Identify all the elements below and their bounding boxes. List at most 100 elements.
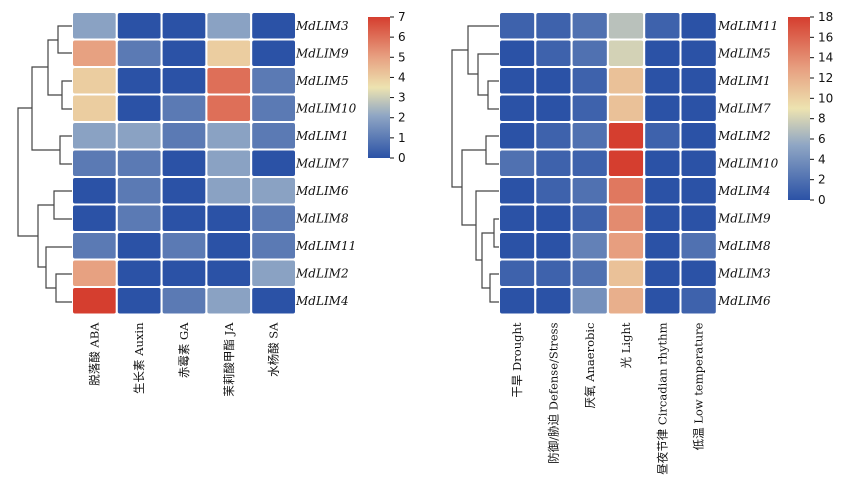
heatmap-cell bbox=[205, 258, 253, 288]
heatmap-cell bbox=[679, 66, 718, 96]
heatmap-cell bbox=[643, 231, 682, 261]
heatmap-cell bbox=[205, 203, 253, 233]
row-label: MdLIM2 bbox=[717, 129, 771, 143]
column-label: 厌氧 Anaerobic bbox=[583, 323, 597, 409]
heatmap-cell bbox=[71, 286, 118, 316]
row-label: MdLIM11 bbox=[717, 19, 778, 33]
heatmap-cell bbox=[606, 11, 646, 41]
heatmap-cell bbox=[679, 231, 718, 261]
heatmap-cell bbox=[679, 148, 718, 178]
heatmap-cell bbox=[498, 286, 537, 316]
row-label: MdLIM5 bbox=[717, 46, 771, 60]
heatmap-cell bbox=[71, 176, 118, 206]
heatmap-cell bbox=[205, 176, 253, 206]
heatmap-cell bbox=[71, 38, 118, 68]
heatmap-cell bbox=[534, 203, 573, 233]
colorbar-tick-label: 4 bbox=[818, 152, 826, 166]
colorbar-tick-label: 2 bbox=[818, 173, 826, 187]
heatmap-cell bbox=[115, 176, 163, 206]
column-label: 生长素 Auxin bbox=[132, 322, 146, 394]
row-label: MdLIM6 bbox=[295, 184, 349, 198]
heatmap-cell bbox=[606, 121, 646, 151]
heatmap-cell bbox=[534, 231, 573, 261]
heatmap-cell bbox=[250, 176, 297, 206]
heatmap-cell bbox=[606, 203, 646, 233]
heatmap-cell bbox=[534, 258, 573, 288]
column-label: 茉莉酸甲酯 JA bbox=[222, 322, 236, 397]
row-label: MdLIM10 bbox=[717, 156, 779, 170]
heatmap-cell bbox=[606, 286, 646, 316]
heatmap-cell bbox=[643, 38, 682, 68]
row-label: MdLIM1 bbox=[717, 74, 771, 88]
heatmap-cell bbox=[534, 121, 573, 151]
colorbar-tick-label: 2 bbox=[398, 111, 406, 125]
row-label: MdLIM4 bbox=[717, 184, 771, 198]
heatmap-cell bbox=[679, 38, 718, 68]
colorbar-tick-label: 12 bbox=[818, 71, 833, 85]
heatmap-cell bbox=[570, 38, 609, 68]
heatmap-cell bbox=[498, 231, 537, 261]
row-label: MdLIM10 bbox=[295, 101, 357, 115]
heatmap-cell bbox=[570, 148, 609, 178]
row-label: MdLIM3 bbox=[295, 19, 349, 33]
heatmap-cell bbox=[160, 286, 208, 316]
heatmap-cell bbox=[115, 93, 163, 123]
heatmap-cell bbox=[71, 66, 118, 96]
colorbar-tick-label: 1 bbox=[398, 131, 406, 145]
heatmap-cell bbox=[498, 121, 537, 151]
row-label: MdLIM9 bbox=[717, 211, 771, 225]
heatmap-cell bbox=[71, 231, 118, 261]
heatmap-cell bbox=[534, 93, 573, 123]
heatmap-cell bbox=[205, 148, 253, 178]
heatmap-cell bbox=[160, 258, 208, 288]
row-dendrogram-left bbox=[17, 25, 72, 303]
heatmap-cell bbox=[160, 231, 208, 261]
heatmap-cell bbox=[250, 66, 297, 96]
heatmap-cell bbox=[71, 11, 118, 41]
heatmap-cell bbox=[160, 66, 208, 96]
colorbar-tick-label: 3 bbox=[398, 91, 406, 105]
heatmap-cell bbox=[606, 231, 646, 261]
heatmap-cell bbox=[498, 148, 537, 178]
heatmap-cell bbox=[570, 121, 609, 151]
colorbar-tick-label: 4 bbox=[398, 70, 406, 84]
column-label: 光 Light bbox=[619, 322, 633, 368]
heatmap-cell bbox=[160, 93, 208, 123]
heatmap-cell bbox=[534, 176, 573, 206]
heatmap-cell bbox=[643, 93, 682, 123]
colorbar-tick-label: 18 bbox=[818, 10, 833, 24]
column-label: 干旱 Drought bbox=[510, 322, 524, 397]
heatmap-cell bbox=[534, 148, 573, 178]
heatmap-cell bbox=[205, 66, 253, 96]
heatmap-cell bbox=[679, 176, 718, 206]
colorbar-tick-label: 0 bbox=[818, 193, 826, 207]
column-label: 低温 Low temperature bbox=[692, 322, 706, 450]
heatmap-cell bbox=[115, 11, 163, 41]
heatmap-cell bbox=[498, 93, 537, 123]
heatmap-cell bbox=[606, 258, 646, 288]
heatmap-cell bbox=[606, 148, 646, 178]
heatmap-cell bbox=[534, 38, 573, 68]
heatmap-cell bbox=[679, 286, 718, 316]
row-label: MdLIM6 bbox=[717, 294, 771, 308]
colorbar-tick-label: 5 bbox=[398, 50, 406, 64]
heatmap-cell bbox=[160, 176, 208, 206]
heatmap-cell bbox=[71, 203, 118, 233]
heatmap-cell bbox=[498, 38, 537, 68]
heatmap-cell bbox=[250, 148, 297, 178]
heatmap-cell bbox=[643, 11, 682, 41]
heatmap-cell bbox=[71, 93, 118, 123]
heatmap-cell bbox=[71, 121, 118, 151]
heatmap-cell bbox=[570, 66, 609, 96]
heatmap-cell bbox=[643, 121, 682, 151]
heatmap-cell bbox=[250, 286, 297, 316]
heatmap-cell bbox=[115, 231, 163, 261]
heatmap-cell bbox=[160, 148, 208, 178]
heatmap-cell bbox=[534, 11, 573, 41]
row-label: MdLIM4 bbox=[295, 294, 349, 308]
row-dendrogram-right bbox=[451, 25, 499, 303]
heatmap-cell bbox=[679, 258, 718, 288]
heatmap-cell bbox=[570, 176, 609, 206]
heatmap-cell bbox=[205, 11, 253, 41]
row-label: MdLIM2 bbox=[295, 266, 349, 280]
